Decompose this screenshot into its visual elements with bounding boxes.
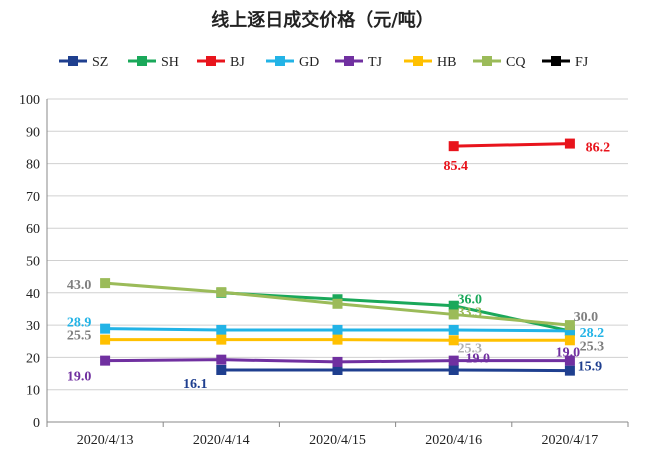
legend-swatch-marker <box>413 56 423 66</box>
data-point-bj <box>564 138 575 149</box>
x-tick-label: 2020/4/13 <box>77 433 134 448</box>
data-label: 19.0 <box>556 346 581 361</box>
x-tick-label: 2020/4/14 <box>193 433 250 448</box>
y-tick-label: 30 <box>26 319 40 334</box>
data-point-gd <box>564 325 575 336</box>
x-tick-label: 2020/4/15 <box>309 433 366 448</box>
y-tick-label: 70 <box>26 190 40 205</box>
data-point-sz <box>332 364 343 375</box>
data-point-gd <box>448 324 459 335</box>
legend-label: SZ <box>92 55 108 70</box>
data-label: 25.3 <box>457 341 482 356</box>
data-point-tj <box>100 355 111 366</box>
data-point-cq <box>564 320 575 331</box>
legend-label: CQ <box>506 55 525 70</box>
y-tick-label: 90 <box>26 125 40 140</box>
data-label: 25.5 <box>67 329 92 344</box>
data-label: 19.0 <box>465 352 490 367</box>
chart-title: 线上逐日成交价格（元/吨） <box>211 10 434 31</box>
legend-label: TJ <box>368 55 383 70</box>
data-point-sh <box>448 300 459 311</box>
data-label: 86.2 <box>586 141 611 156</box>
y-tick-label: 40 <box>26 287 40 302</box>
data-label: 43.0 <box>67 278 92 293</box>
legend-swatch-marker <box>551 56 561 66</box>
data-point-sz <box>448 364 459 375</box>
legend-swatch-marker <box>482 56 492 66</box>
data-point-hb <box>100 334 111 345</box>
y-tick-label: 10 <box>26 384 40 399</box>
data-label: 28.9 <box>67 316 92 331</box>
data-point-gd <box>100 323 111 334</box>
data-point-bj <box>448 141 459 152</box>
legend-label: GD <box>299 55 319 70</box>
y-tick-label: 0 <box>33 416 40 431</box>
data-label: 85.4 <box>443 159 468 174</box>
legend-label: HB <box>437 55 456 70</box>
data-point-gd <box>216 324 227 335</box>
y-tick-label: 20 <box>26 351 40 366</box>
y-tick-label: 80 <box>26 158 40 173</box>
data-label: 16.1 <box>183 377 208 392</box>
data-label: 25.3 <box>580 339 605 354</box>
legend-swatch-marker <box>137 56 147 66</box>
data-label: 19.0 <box>67 370 92 385</box>
y-tick-label: 50 <box>26 255 40 270</box>
data-point-cq <box>100 278 111 289</box>
data-point-sz <box>564 365 575 376</box>
data-label: 36.0 <box>457 293 482 308</box>
series-line-sz <box>221 368 570 373</box>
data-label: 15.9 <box>578 360 603 375</box>
data-point-hb <box>564 335 575 346</box>
data-point-cq <box>448 309 459 320</box>
data-point-tj <box>216 354 227 365</box>
data-point-cq <box>216 287 227 298</box>
data-point-hb <box>216 334 227 345</box>
data-point-hb <box>332 334 343 345</box>
legend-label: SH <box>161 55 179 70</box>
data-point-tj <box>448 355 459 366</box>
data-point-cq <box>332 298 343 309</box>
legend-swatch-marker <box>206 56 216 66</box>
data-point-tj <box>564 355 575 366</box>
data-point-tj <box>332 356 343 367</box>
x-tick-label: 2020/4/16 <box>425 433 482 448</box>
data-label: 30.0 <box>574 310 599 325</box>
data-point-gd <box>332 324 343 335</box>
legend-label: FJ <box>575 55 589 70</box>
legend-swatch-marker <box>275 56 285 66</box>
y-tick-label: 100 <box>19 93 40 108</box>
data-point-sz <box>216 364 227 375</box>
data-label: 33.3 <box>457 305 482 320</box>
y-tick-label: 60 <box>26 222 40 237</box>
series-line-bj <box>453 142 570 148</box>
legend-swatch-marker <box>68 56 78 66</box>
data-point-hb <box>448 335 459 346</box>
x-tick-label: 2020/4/17 <box>542 433 599 448</box>
data-label: 28.2 <box>580 326 605 341</box>
legend-swatch-marker <box>344 56 354 66</box>
legend-label: BJ <box>230 55 245 70</box>
